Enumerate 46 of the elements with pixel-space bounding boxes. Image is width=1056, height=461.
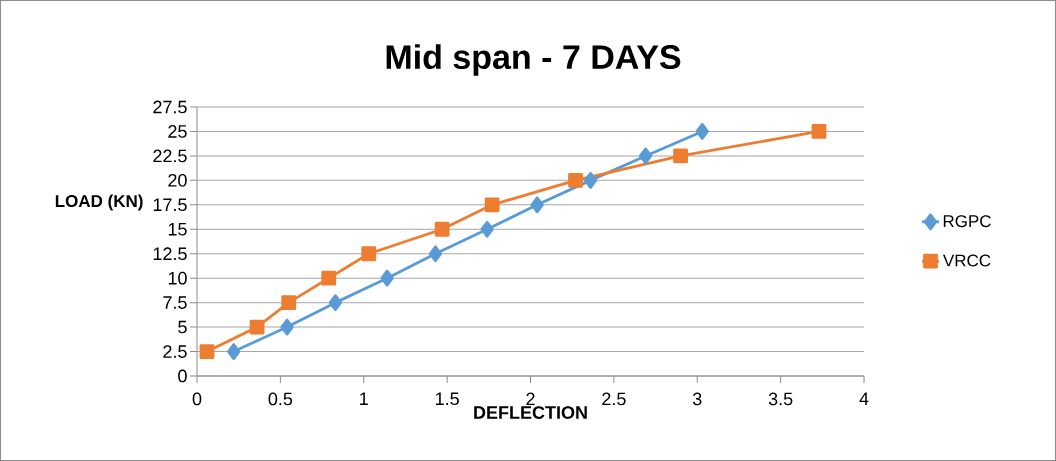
x-tick-label: 1.5 [435,392,459,406]
point [428,245,443,263]
point [249,319,265,335]
x-tick-label: 2 [526,392,535,406]
y-tick-label: 20 [168,173,187,187]
point [380,269,394,287]
y-tick-label: 27.5 [153,100,187,114]
point [568,172,583,188]
y-tick-label: 2.5 [163,345,187,358]
legend-label: RGPC [943,215,991,228]
y-tick-label: 5 [178,320,187,334]
x-tick-label: 3 [692,392,702,406]
x-tick-label: 0.5 [268,392,293,406]
legend-label: VRCC [942,254,991,267]
point [484,197,500,213]
x-tick-label: 1 [360,392,368,405]
point [280,318,294,336]
y-axis-title: LOAD (KN) [55,194,143,211]
point [480,220,494,238]
point [638,147,653,165]
x-tick-label: 2.5 [602,392,626,406]
x-tick-label: 3.5 [768,392,793,406]
y-tick-label: 22.5 [153,149,187,163]
x-axis-title: DEFLECTION [474,406,587,419]
point [227,343,241,360]
point [199,344,215,359]
y-tick-label: 15 [168,222,187,236]
x-tick-label: 4 [859,392,869,405]
point [328,294,343,312]
y-tick-label: 0 [178,369,187,383]
point [673,148,688,164]
point [530,196,544,214]
point [321,270,337,286]
y-tick-label: 12.5 [153,247,187,261]
point [695,123,709,140]
point [434,221,450,237]
point [281,295,297,311]
point [361,246,377,262]
y-tick-label: 7.5 [163,296,187,309]
x-tick-label: 0 [192,392,202,406]
y-tick-label: 17.5 [153,198,187,212]
point [811,124,827,139]
chart-title: Mid span - 7 DAYS [386,44,681,76]
point [583,171,598,189]
y-tick-label: 10 [168,271,187,285]
y-tick-label: 25 [168,125,187,138]
